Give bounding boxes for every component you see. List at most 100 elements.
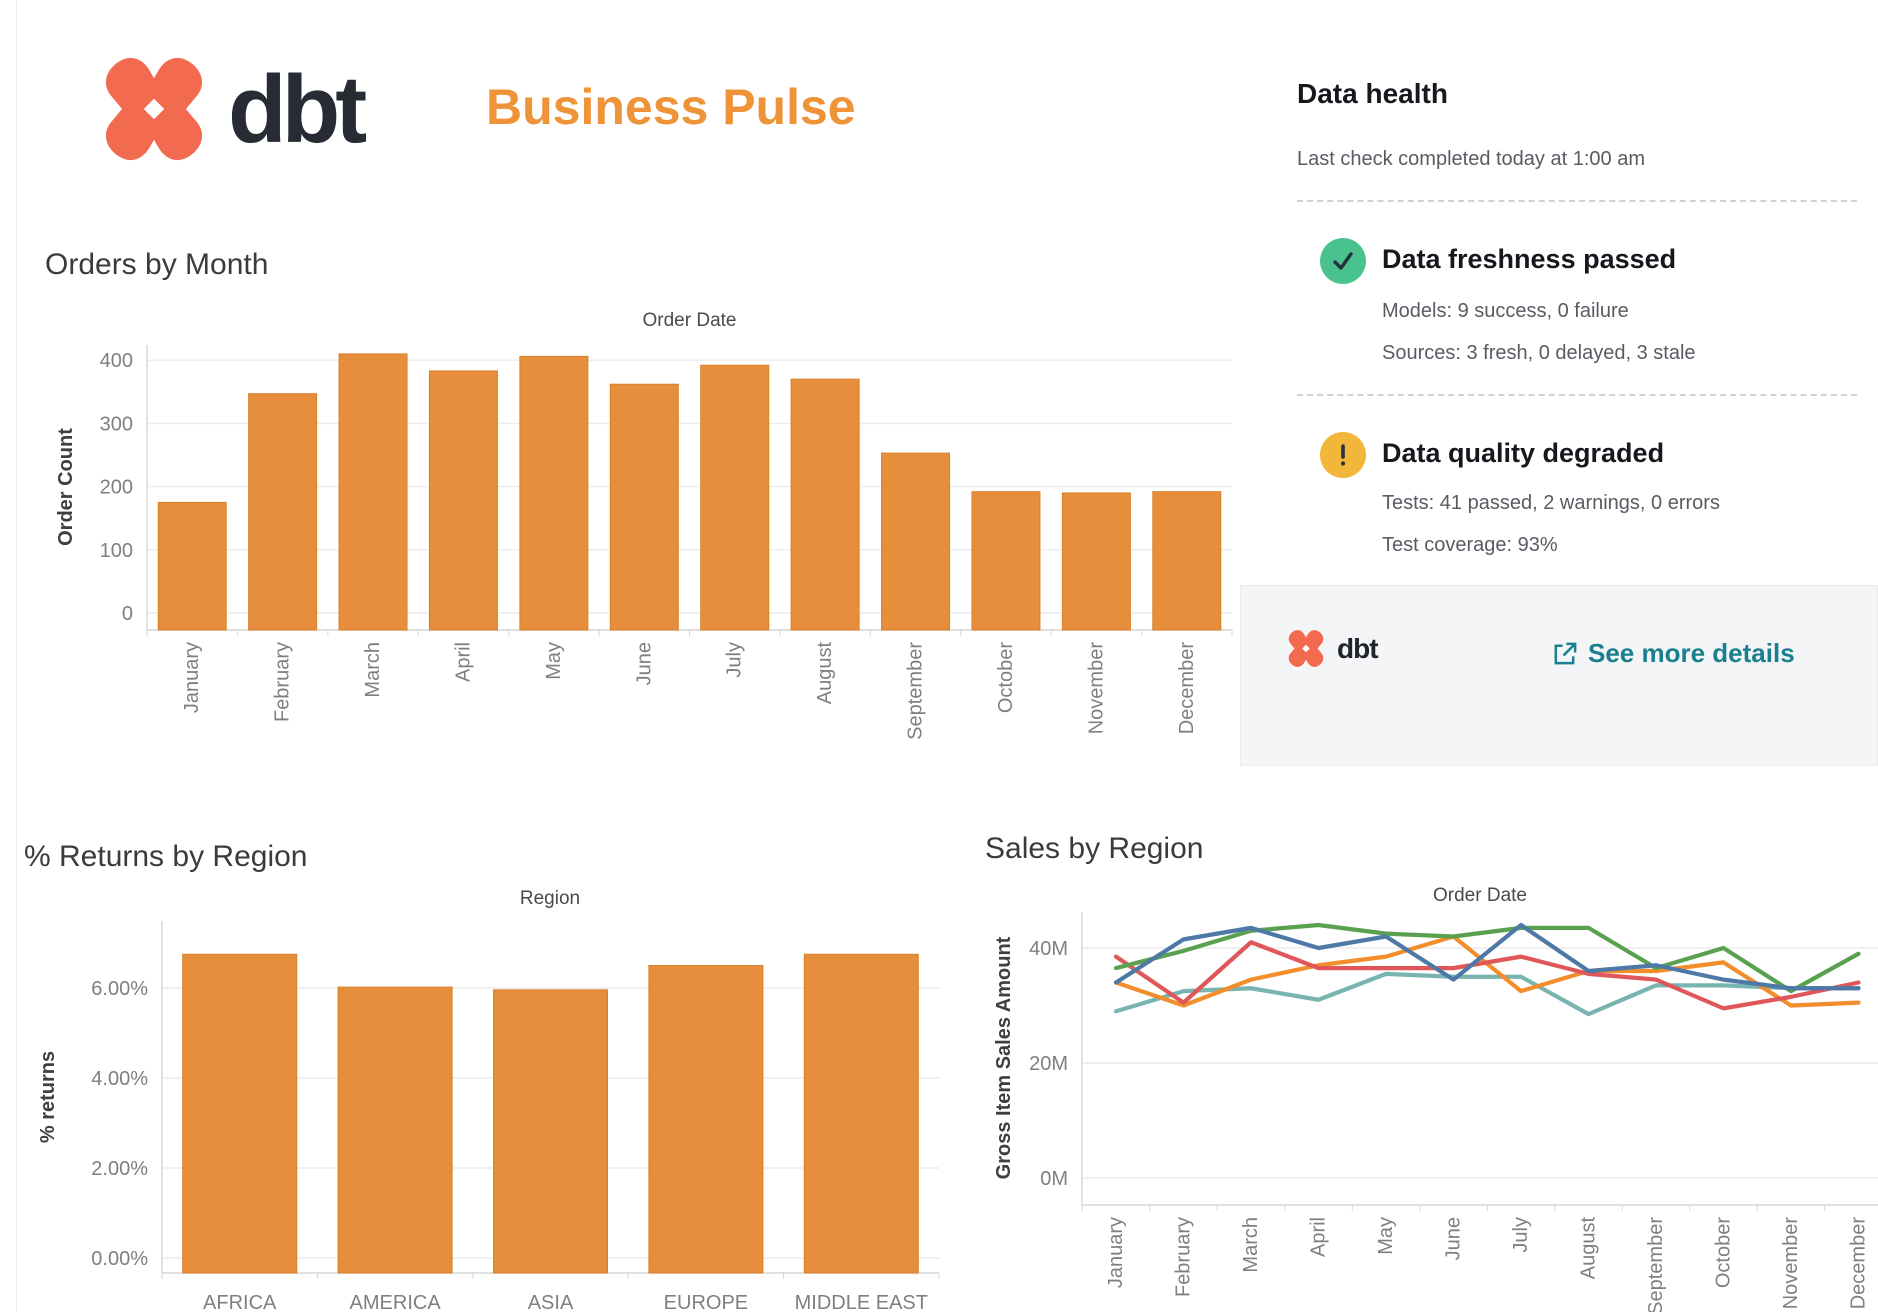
x-tick-label: MIDDLE EAST — [795, 1292, 928, 1312]
x-tick-label: November — [1085, 642, 1107, 735]
x-tick-label: July — [724, 642, 746, 678]
quality-coverage-line: Test coverage: 93% — [1382, 534, 1558, 556]
x-tick-label: February — [1173, 1217, 1195, 1297]
y-axis-title: Order Count — [55, 428, 77, 546]
axis-top-label: Order Date — [1433, 885, 1527, 906]
dbt-wordmark: dbt — [228, 56, 367, 163]
x-tick-label: September — [1645, 1217, 1667, 1312]
y-tick-label: 0 — [122, 603, 133, 625]
x-tick-label: ASIA — [528, 1292, 574, 1312]
see-more-details-link[interactable]: See more details — [1551, 638, 1795, 669]
bar-europe[interactable] — [648, 965, 764, 1274]
bar-america[interactable] — [337, 986, 453, 1274]
x-tick-label: October — [1713, 1217, 1735, 1288]
y-tick-label: 6.00% — [91, 978, 148, 1000]
x-tick-label: October — [995, 642, 1017, 713]
dbt-footer-logo-icon — [1288, 630, 1324, 667]
check-icon — [1333, 252, 1353, 270]
line-series-red[interactable] — [1113, 940, 1861, 1011]
y-tick-label: 0.00% — [91, 1248, 148, 1270]
page-title: Business Pulse — [486, 79, 856, 135]
x-tick-label: December — [1848, 1217, 1870, 1310]
data-health-last-check: Last check completed today at 1:00 am — [1297, 148, 1645, 170]
bar-july[interactable] — [700, 364, 770, 631]
line-series-green[interactable] — [1113, 922, 1861, 994]
bar-october[interactable] — [971, 491, 1041, 631]
axis-top-label: Region — [520, 888, 580, 909]
x-tick-label: November — [1780, 1217, 1802, 1310]
x-tick-label: March — [1240, 1217, 1262, 1273]
y-tick-label: 4.00% — [91, 1068, 148, 1090]
dbt-footer-wordmark: dbt — [1337, 632, 1379, 664]
y-tick-label: 200 — [100, 477, 133, 499]
x-tick-label: January — [181, 642, 203, 713]
freshness-sources-line: Sources: 3 fresh, 0 delayed, 3 stale — [1382, 342, 1696, 364]
y-tick-label: 20M — [1029, 1053, 1068, 1075]
y-tick-label: 400 — [100, 350, 133, 372]
see-more-details-label: See more details — [1588, 638, 1795, 668]
y-tick-label: 2.00% — [91, 1158, 148, 1180]
dashed-divider — [1297, 394, 1857, 396]
x-tick-label: February — [272, 642, 294, 722]
bar-january[interactable] — [157, 501, 227, 631]
data-health-title: Data health — [1297, 78, 1448, 109]
data-health-footer: dbt See more details — [1240, 585, 1878, 766]
bar-august[interactable] — [790, 378, 860, 631]
x-tick-label: September — [905, 642, 927, 740]
x-tick-label: June — [1443, 1217, 1465, 1260]
returns-chart-title: % Returns by Region — [24, 840, 308, 873]
bar-april[interactable] — [428, 370, 498, 631]
exclamation-icon — [1340, 444, 1346, 466]
bar-june[interactable] — [609, 383, 679, 631]
x-tick-label: May — [543, 642, 565, 680]
line-series-blue[interactable] — [1113, 922, 1861, 991]
x-tick-label: January — [1105, 1217, 1127, 1288]
returns-by-region-chart[interactable]: 0.00% 2.00% 4.00% 6.00% Region % returns AFRIC… — [20, 880, 960, 1312]
freshness-status-icon — [1320, 238, 1366, 284]
bar-middle-east[interactable] — [803, 953, 919, 1274]
x-tick-label: EUROPE — [664, 1292, 748, 1312]
bar-march[interactable] — [338, 353, 408, 631]
external-link-icon — [1554, 642, 1577, 665]
x-tick-label: March — [362, 642, 384, 698]
x-tick-label: July — [1510, 1217, 1532, 1253]
bar-asia[interactable] — [493, 989, 608, 1274]
bar-december[interactable] — [1152, 491, 1222, 631]
y-tick-label: 40M — [1029, 938, 1068, 960]
quality-status-icon — [1320, 432, 1366, 478]
quality-tests-line: Tests: 41 passed, 2 warnings, 0 errors — [1382, 492, 1720, 514]
sales-chart-title: Sales by Region — [985, 832, 1204, 865]
freshness-models-line: Models: 9 success, 0 failure — [1382, 300, 1629, 322]
orders-chart-title: Orders by Month — [45, 248, 269, 281]
bar-may[interactable] — [519, 355, 589, 631]
dbt-logo-icon — [105, 57, 203, 161]
x-tick-label: August — [814, 642, 836, 705]
dashed-divider — [1297, 200, 1857, 202]
line-series-orange[interactable] — [1113, 934, 1861, 1008]
line-series-teal[interactable] — [1113, 971, 1861, 1017]
x-tick-label: December — [1176, 642, 1198, 735]
x-tick-label: AMERICA — [350, 1292, 442, 1312]
bar-africa[interactable] — [182, 953, 298, 1274]
quality-status-title: Data quality degraded — [1382, 438, 1665, 468]
x-tick-label: June — [633, 642, 655, 685]
sales-by-region-chart[interactable]: 0M 20M 40M Order Date Gross Item Sales Amoun… — [960, 880, 1878, 1312]
left-divider — [16, 0, 17, 1312]
bar-november[interactable] — [1061, 492, 1131, 631]
axis-top-label: Order Date — [643, 310, 737, 331]
y-tick-label: 300 — [100, 413, 133, 435]
y-tick-label: 0M — [1040, 1168, 1068, 1190]
bar-september[interactable] — [881, 452, 951, 631]
bar-february[interactable] — [248, 393, 318, 631]
x-tick-label: AFRICA — [203, 1292, 277, 1312]
x-tick-label: April — [1308, 1217, 1330, 1257]
y-axis-title: % returns — [37, 1051, 59, 1143]
x-tick-label: April — [452, 642, 474, 682]
orders-by-month-chart[interactable]: 0 100 200 300 400 Order Date Order Count Januar… — [40, 300, 1250, 770]
freshness-status-title: Data freshness passed — [1382, 244, 1677, 274]
x-tick-label: August — [1578, 1217, 1600, 1280]
y-tick-label: 100 — [100, 540, 133, 562]
y-axis-title: Gross Item Sales Amount — [993, 936, 1015, 1179]
x-tick-label: May — [1375, 1217, 1397, 1255]
